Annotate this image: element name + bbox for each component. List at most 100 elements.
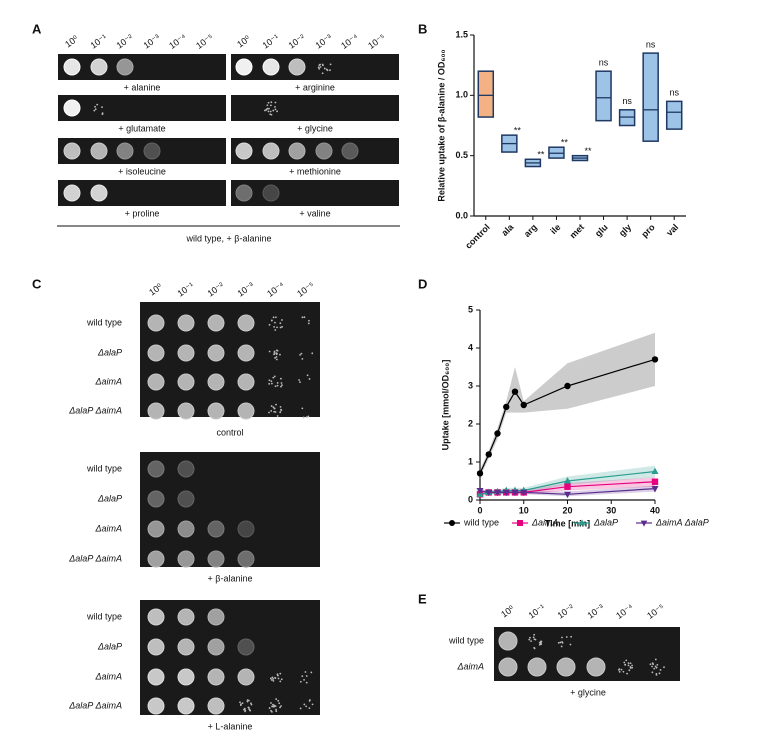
colony-speck bbox=[273, 410, 276, 413]
point bbox=[476, 470, 484, 477]
colony-spot bbox=[177, 402, 195, 420]
colony-speck bbox=[561, 636, 563, 639]
colony-spot bbox=[237, 402, 255, 420]
colony-spot bbox=[147, 697, 165, 715]
colony-speck bbox=[273, 375, 276, 378]
colony-speck bbox=[247, 699, 250, 702]
colony-spot bbox=[90, 58, 108, 76]
dilution-label: 10⁻³ bbox=[235, 280, 255, 298]
colony-spot bbox=[235, 58, 253, 76]
point bbox=[563, 477, 572, 484]
panel-label: A bbox=[32, 21, 42, 36]
colony-spot bbox=[237, 314, 255, 332]
colony-speck bbox=[274, 101, 277, 104]
colony-speck bbox=[625, 659, 628, 662]
colony-speck bbox=[319, 66, 322, 68]
colony-speck bbox=[269, 104, 272, 107]
colony-speck bbox=[275, 349, 278, 352]
colony-spot bbox=[116, 142, 134, 160]
x-tick-label: 0 bbox=[477, 505, 482, 515]
point bbox=[651, 467, 659, 475]
colony-spot bbox=[147, 608, 165, 626]
colony-speck bbox=[279, 326, 282, 329]
point bbox=[578, 519, 586, 526]
y-tick-label: 2 bbox=[468, 418, 473, 428]
colony-spot bbox=[147, 460, 165, 478]
colony-speck bbox=[268, 382, 271, 385]
y-tick-label: 1.5 bbox=[455, 29, 468, 39]
legend-label: wild type bbox=[463, 517, 499, 527]
strain-label: wild type bbox=[86, 611, 122, 621]
plate-label: + proline bbox=[125, 208, 160, 218]
colony-spot bbox=[527, 657, 547, 677]
dilution-label: 10⁻¹ bbox=[175, 280, 195, 298]
colony-spot bbox=[147, 373, 165, 391]
colony-speck bbox=[278, 702, 281, 705]
colony-speck bbox=[269, 677, 272, 680]
colony-speck bbox=[655, 672, 658, 675]
colony-speck bbox=[276, 674, 279, 677]
colony-speck bbox=[529, 636, 531, 639]
colony-speck bbox=[308, 707, 311, 709]
colony-speck bbox=[280, 377, 282, 380]
colony-speck bbox=[305, 416, 308, 419]
colony-speck bbox=[308, 700, 311, 702]
colony-speck bbox=[275, 403, 277, 406]
colony-speck bbox=[274, 705, 277, 708]
colony-speck bbox=[299, 381, 301, 383]
colony-speck bbox=[305, 675, 308, 677]
colony-speck bbox=[304, 671, 307, 673]
point bbox=[502, 489, 510, 497]
colony-speck bbox=[301, 358, 304, 360]
point bbox=[511, 388, 519, 395]
strain-label: ΔaimA bbox=[94, 671, 122, 681]
colony-speck bbox=[271, 710, 273, 713]
colony-spot bbox=[207, 520, 225, 538]
colony-speck bbox=[321, 72, 324, 75]
colony-speck bbox=[569, 643, 572, 646]
colony-speck bbox=[275, 710, 278, 713]
colony-speck bbox=[533, 633, 536, 636]
colony-speck bbox=[267, 110, 270, 113]
colony-speck bbox=[276, 110, 278, 113]
strain-label: ΔalaP ΔaimA bbox=[68, 553, 122, 563]
colony-speck bbox=[298, 379, 301, 381]
colony-speck bbox=[532, 636, 535, 639]
point bbox=[651, 356, 659, 363]
panel-label: C bbox=[32, 276, 42, 291]
point bbox=[494, 430, 501, 437]
colony-speck bbox=[270, 319, 273, 322]
colony-speck bbox=[299, 680, 302, 683]
point bbox=[564, 483, 571, 490]
colony-speck bbox=[623, 661, 626, 664]
colony-speck bbox=[268, 411, 270, 414]
colony-speck bbox=[239, 704, 242, 707]
colony-speck bbox=[305, 681, 308, 684]
plate-image bbox=[58, 138, 226, 164]
colony-spot bbox=[147, 314, 165, 332]
colony-speck bbox=[273, 350, 276, 353]
x-tick-label: 10 bbox=[519, 505, 529, 515]
range-box bbox=[642, 52, 659, 142]
colony-speck bbox=[307, 322, 310, 325]
colony-speck bbox=[280, 678, 283, 681]
colony-speck bbox=[279, 322, 282, 325]
colony-speck bbox=[268, 350, 271, 353]
strain-label: ΔalaP bbox=[97, 641, 122, 651]
colony-speck bbox=[244, 710, 246, 713]
colony-spot bbox=[147, 520, 165, 538]
colony-speck bbox=[560, 645, 563, 648]
colony-speck bbox=[306, 374, 309, 377]
colony-spot bbox=[147, 402, 165, 420]
colony-speck bbox=[268, 323, 271, 326]
colony-speck bbox=[247, 706, 250, 709]
dilution-label: 10⁻³ bbox=[141, 32, 161, 50]
colony-speck bbox=[241, 702, 244, 705]
dilution-label: 10⁻⁴ bbox=[614, 602, 635, 621]
strain-label: ΔalaP ΔaimA bbox=[68, 405, 122, 415]
x-tick-label: val bbox=[664, 222, 680, 238]
colony-speck bbox=[281, 325, 283, 328]
plate-image bbox=[140, 302, 320, 417]
colony-speck bbox=[272, 406, 275, 409]
panel-label: B bbox=[418, 21, 427, 36]
